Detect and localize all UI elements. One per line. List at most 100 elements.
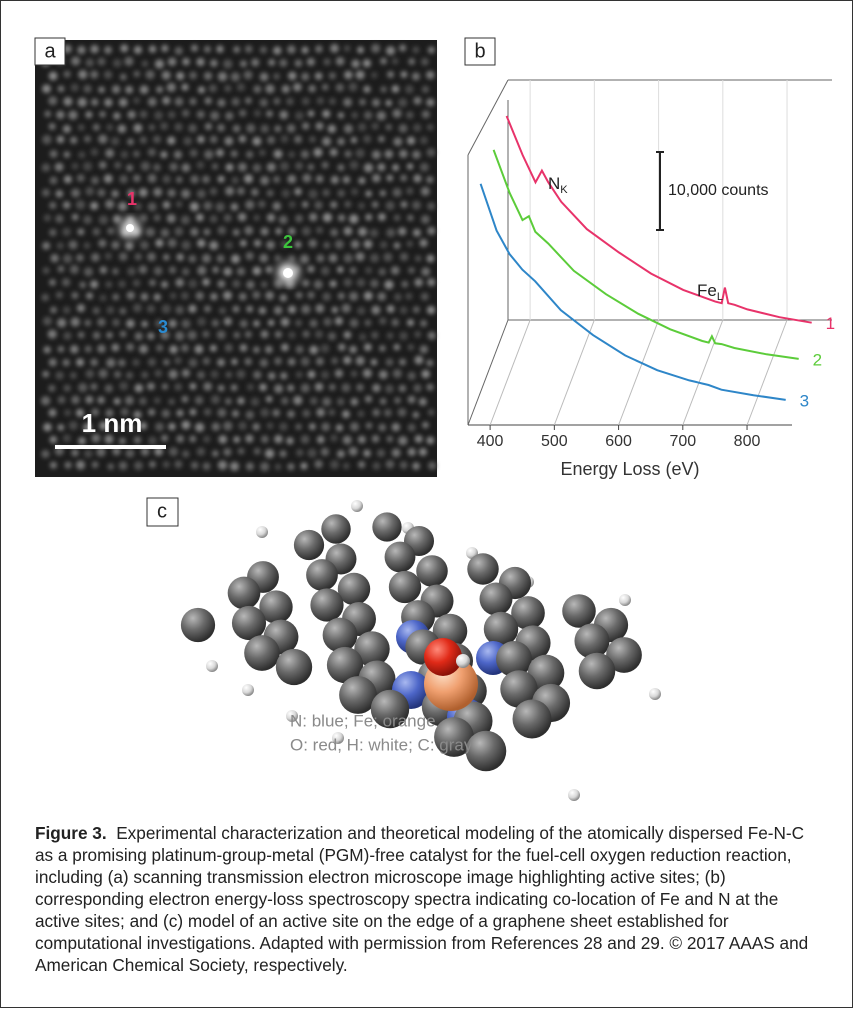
annotation: NK <box>548 174 568 195</box>
lattice-dot <box>218 385 225 392</box>
lattice-dot <box>49 279 56 286</box>
lattice-dot <box>161 304 170 313</box>
figure-caption: Figure 3. Experimental characterization … <box>35 822 825 976</box>
lattice-dot <box>176 201 182 207</box>
lattice-dot <box>337 398 345 406</box>
lattice-dot <box>343 176 351 184</box>
lattice-dot <box>378 136 385 143</box>
lattice-dot <box>133 124 142 133</box>
lattice-dot <box>119 461 128 470</box>
lattice-dot <box>49 229 56 236</box>
lattice-dot <box>93 307 100 314</box>
lattice-dot <box>287 410 295 418</box>
lattice-dot <box>182 369 190 377</box>
lattice-dot <box>314 280 323 289</box>
lattice-dot <box>281 135 289 143</box>
lattice-dot <box>300 462 307 469</box>
lattice-dot <box>118 124 127 133</box>
lattice-dot <box>259 149 266 156</box>
lattice-dot <box>134 46 142 54</box>
lattice-dot <box>70 137 77 144</box>
lattice-dot <box>400 175 407 182</box>
molecule-model <box>181 500 661 801</box>
lattice-dot <box>147 332 154 339</box>
lattice-dot <box>154 266 163 275</box>
lattice-dot <box>153 135 161 143</box>
lattice-dot <box>295 424 301 430</box>
lattice-dot <box>399 44 406 51</box>
lattice-dot <box>366 422 373 429</box>
lattice-dot <box>321 344 330 353</box>
lattice-dot <box>240 60 247 67</box>
lattice-dot <box>261 281 268 288</box>
panel-a: a 1 2 3 1 nm <box>35 38 437 477</box>
lattice-dot <box>245 200 254 209</box>
lattice-dot <box>149 45 156 52</box>
lattice-dot <box>295 111 304 120</box>
lattice-dot <box>427 124 434 131</box>
lattice-dot <box>267 136 275 144</box>
lattice-dot <box>244 226 253 235</box>
lattice-dot <box>63 254 72 263</box>
lattice-dot <box>379 370 388 379</box>
lattice-dot <box>77 46 85 54</box>
lattice-dot <box>91 253 100 262</box>
lattice-dot <box>156 86 163 93</box>
lattice-dot <box>363 59 371 67</box>
lattice-dot <box>203 462 211 470</box>
lattice-dot <box>153 164 161 172</box>
lattice-dot <box>43 317 52 326</box>
lattice-dot <box>72 292 79 299</box>
lattice-dot <box>386 228 395 237</box>
lattice-dot <box>371 123 378 130</box>
lattice-dot <box>78 151 85 158</box>
lattice-dot <box>260 46 267 53</box>
lattice-dot <box>188 124 197 133</box>
lattice-dot <box>225 187 234 196</box>
lattice-dot <box>126 164 133 171</box>
lattice-dot <box>58 85 65 92</box>
lattice-dot <box>202 331 209 338</box>
lattice-dot <box>357 46 364 53</box>
lattice-dot <box>210 370 218 378</box>
lattice-dot <box>42 189 50 197</box>
lattice-dot <box>107 228 114 235</box>
lattice-dot <box>308 164 315 171</box>
lattice-dot <box>212 423 220 431</box>
lattice-dot <box>174 357 181 364</box>
lattice-dot <box>372 384 380 392</box>
lattice-dot <box>296 371 303 378</box>
lattice-dot <box>420 320 427 327</box>
lattice-dot <box>385 150 394 159</box>
lattice-dot <box>106 124 113 131</box>
lattice-dot <box>188 305 196 313</box>
lattice-dot <box>100 266 107 273</box>
lattice-dot <box>421 58 429 66</box>
lattice-dot <box>218 226 227 235</box>
x-tick-label: 400 <box>477 433 504 450</box>
lattice-dot <box>356 252 365 261</box>
lattice-dot <box>349 447 358 456</box>
lattice-dot <box>421 370 430 379</box>
lattice-dot <box>246 280 254 288</box>
lattice-dot <box>218 461 227 470</box>
lattice-dot <box>310 397 318 405</box>
site-label: 1 <box>127 189 137 209</box>
lattice-dot <box>421 293 429 301</box>
site-label: 3 <box>158 317 168 337</box>
lattice-dot <box>351 371 358 378</box>
lattice-dot <box>260 462 269 471</box>
lattice-dot <box>303 330 310 337</box>
lattice-dot <box>176 72 184 80</box>
lattice-dot <box>329 409 336 416</box>
lattice-dot <box>119 175 127 183</box>
lattice-dot <box>41 396 50 405</box>
lattice-dot <box>170 293 177 300</box>
lattice-dot <box>120 44 128 52</box>
lattice-dot <box>58 396 66 404</box>
lattice-dot <box>57 318 66 327</box>
lattice-dot <box>232 410 239 417</box>
lattice-dot <box>399 332 408 341</box>
lattice-dot <box>240 320 248 328</box>
lattice-dot <box>168 398 174 404</box>
